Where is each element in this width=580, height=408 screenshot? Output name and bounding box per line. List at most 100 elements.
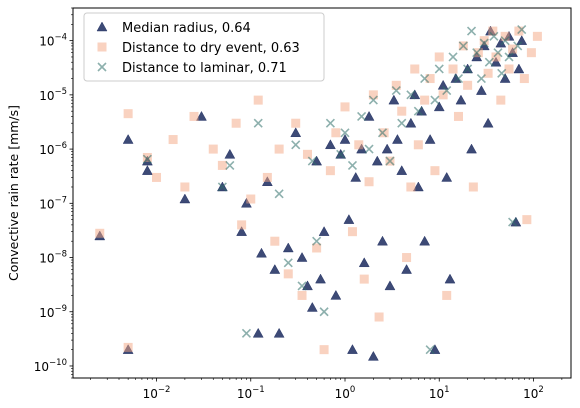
- data-point-series-3: [297, 281, 307, 291]
- data-point-series-2: [283, 269, 293, 279]
- y-tick-label: 10−7: [39, 195, 67, 211]
- data-point-series-1: [433, 101, 445, 112]
- legend-label-2: Distance to dry event, 0.63: [122, 41, 300, 56]
- data-point-series-1: [302, 280, 313, 291]
- data-point-series-1: [424, 134, 436, 144]
- data-point-series-2: [500, 31, 510, 41]
- data-point-series-1: [499, 73, 511, 83]
- data-point-series-3: [508, 217, 518, 227]
- data-point-series-2: [483, 68, 493, 78]
- data-point-series-1: [401, 264, 412, 274]
- legend-label-1: Median radius, 0.64: [122, 21, 251, 36]
- data-point-series-1: [490, 56, 502, 67]
- data-point-series-2: [448, 64, 458, 74]
- data-point-series-1: [516, 35, 528, 45]
- data-point-series-3: [397, 118, 407, 128]
- data-point-series-2: [123, 109, 133, 119]
- data-point-series-2: [519, 74, 529, 84]
- data-point-series-1: [224, 148, 236, 159]
- data-point-series-3: [479, 38, 489, 48]
- data-point-series-2: [504, 64, 514, 74]
- data-point-series-3: [364, 144, 374, 154]
- data-point-series-1: [444, 273, 456, 284]
- data-point-series-1: [269, 264, 281, 274]
- legend-box: [83, 12, 325, 82]
- data-point-series-1: [343, 214, 355, 224]
- data-point-series-2: [397, 106, 407, 116]
- data-point-series-3: [368, 95, 378, 105]
- data-point-series-2: [217, 160, 227, 170]
- data-point-series-1: [324, 139, 336, 150]
- data-point-series-3: [517, 25, 527, 35]
- y-axis: 10−10 10−9 10−8 10−7 10−6 10−5 10−4: [34, 7, 73, 379]
- legend-marker-3: [97, 62, 107, 72]
- data-point-series-1: [405, 117, 417, 128]
- y-tick-label: 10−5: [39, 87, 67, 103]
- data-point-series-2: [532, 31, 542, 41]
- data-point-series-1: [363, 110, 375, 121]
- data-point-series-3: [340, 128, 350, 138]
- y-tick-label: 10−9: [39, 304, 67, 320]
- data-point-series-2: [488, 26, 498, 36]
- data-point-series-1: [306, 301, 318, 312]
- data-point-series-3: [504, 52, 514, 62]
- data-point-series-2: [391, 80, 401, 90]
- data-point-series-3: [458, 41, 468, 51]
- data-point-series-2: [442, 290, 452, 300]
- data-point-series-1: [296, 252, 308, 262]
- data-point-series-1: [381, 143, 393, 154]
- data-point-series-3: [476, 73, 486, 84]
- data-point-series-2: [208, 144, 218, 154]
- data-point-series-3: [484, 57, 494, 67]
- data-point-series-1: [441, 171, 453, 182]
- data-point-series-1: [256, 247, 267, 258]
- data-point-series-2: [368, 90, 378, 100]
- data-point-series-3: [448, 52, 458, 62]
- data-point-series-2: [410, 64, 420, 74]
- data-point-series-3: [430, 95, 440, 105]
- legend-label-3: Distance to laminar, 0.71: [122, 61, 287, 76]
- data-point-series-2: [526, 48, 536, 58]
- data-point-series-2: [180, 182, 190, 192]
- data-point-series-2: [473, 48, 483, 58]
- x-axis: 10−2 10−1 100 101 102: [90, 378, 563, 401]
- data-point-series-1: [122, 134, 134, 144]
- data-point-series-1: [196, 110, 207, 121]
- data-point-series-2: [274, 144, 284, 154]
- data-point-series-2: [340, 102, 350, 112]
- y-axis-label: Convective rain rate [mm/s]: [6, 105, 21, 281]
- data-point-series-1: [371, 155, 383, 166]
- data-point-series-2: [425, 74, 435, 84]
- data-point-series-3: [500, 36, 510, 46]
- data-point-series-1: [358, 257, 370, 268]
- data-point-series-2: [491, 52, 501, 62]
- data-point-series-3: [283, 258, 293, 268]
- x-tick-label: 10−1: [237, 385, 265, 401]
- data-point-series-1: [282, 242, 294, 253]
- data-point-series-3: [420, 73, 430, 84]
- data-point-series-1: [236, 226, 248, 236]
- data-point-series-2: [364, 177, 374, 187]
- data-point-series-1: [252, 327, 264, 338]
- data-point-series-1: [455, 94, 467, 105]
- data-point-series-2: [496, 95, 506, 105]
- data-point-series-2: [406, 182, 416, 192]
- legend-marker-2: [97, 42, 107, 52]
- data-point-series-3: [466, 26, 477, 36]
- data-point-series-1: [318, 226, 330, 236]
- data-point-series-2: [291, 118, 301, 128]
- data-point-series-2: [189, 111, 199, 121]
- data-point-series-3: [472, 48, 482, 58]
- data-point-series-2: [142, 152, 152, 162]
- data-point-series-2: [297, 290, 307, 300]
- data-point-series-2: [246, 194, 256, 204]
- data-point-series-2: [354, 140, 364, 150]
- x-tick-label: 100: [335, 385, 356, 401]
- data-point-series-3: [434, 64, 444, 74]
- data-point-series-2: [168, 135, 178, 145]
- data-point-series-2: [302, 149, 312, 159]
- plot-frame: [72, 7, 572, 379]
- data-point-series-2: [319, 345, 329, 355]
- data-point-series-1: [513, 63, 525, 74]
- data-point-series-1: [347, 344, 358, 354]
